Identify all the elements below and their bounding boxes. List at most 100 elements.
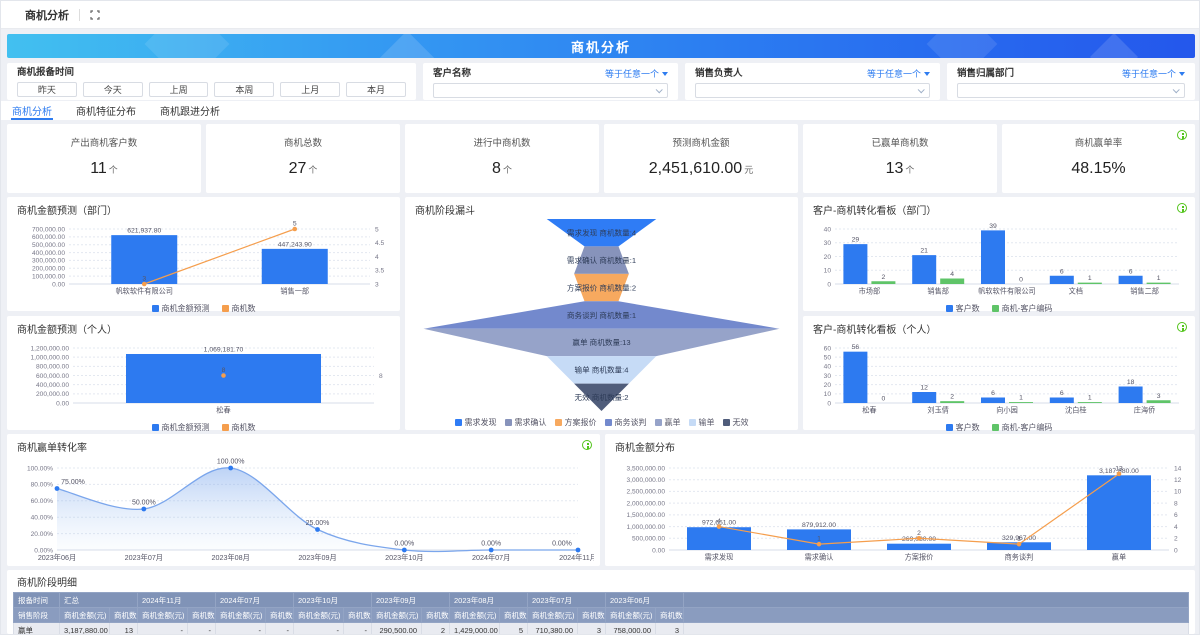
- amount-forecast-dept-chart[interactable]: 0.00100,000.00200,000.00300,000.00400,00…: [13, 219, 394, 297]
- legend-item[interactable]: 商机数: [221, 422, 256, 433]
- svg-text:40: 40: [824, 364, 832, 371]
- kpi-unit: 元: [744, 165, 754, 175]
- svg-text:1: 1: [1088, 395, 1092, 402]
- legend-item[interactable]: 方案报价: [554, 417, 597, 428]
- legend-item[interactable]: 客户数: [945, 422, 980, 433]
- sales-department-select[interactable]: [957, 83, 1185, 98]
- svg-text:方案报价: 方案报价: [905, 553, 934, 562]
- tab-followup-analysis[interactable]: 商机跟进分析: [160, 107, 220, 118]
- time-button-today[interactable]: 今天: [82, 82, 143, 97]
- svg-text:2: 2: [917, 530, 921, 537]
- svg-text:2,000,000.00: 2,000,000.00: [626, 500, 665, 507]
- svg-text:0.00%: 0.00%: [552, 541, 572, 548]
- kpi-card-total-opportunities: 商机总数 27 个: [206, 124, 400, 193]
- svg-text:14: 14: [1174, 465, 1182, 472]
- legend-swatch: [151, 305, 159, 312]
- expand-icon[interactable]: [90, 9, 100, 20]
- svg-text:300,000.00: 300,000.00: [32, 258, 65, 265]
- customer-name-select[interactable]: [433, 83, 668, 98]
- info-icon[interactable]: [1177, 203, 1187, 213]
- chevron-down-icon: [917, 86, 925, 94]
- svg-text:13: 13: [1115, 465, 1123, 472]
- svg-text:2023年08月: 2023年08月: [211, 553, 249, 562]
- svg-text:3: 3: [142, 276, 146, 283]
- svg-text:2023年09月: 2023年09月: [298, 553, 336, 562]
- amount-forecast-person-chart[interactable]: 0.00 200,000.00 400,000.00 600,000.00 800,00…: [13, 338, 394, 416]
- svg-text:0.00: 0.00: [56, 400, 69, 407]
- kpi-title: 已赢单商机数: [871, 138, 929, 149]
- legend-item[interactable]: 赢单: [654, 417, 681, 428]
- info-icon[interactable]: [1177, 322, 1187, 332]
- legend-swatch: [221, 424, 229, 431]
- svg-text:3,187,880.00: 3,187,880.00: [1099, 468, 1139, 475]
- time-button-lastweek[interactable]: 上周: [148, 82, 209, 97]
- svg-text:2023年10月: 2023年10月: [385, 553, 423, 562]
- tab-feature-distribution[interactable]: 商机特征分布: [76, 107, 136, 118]
- legend-item[interactable]: 商机金额预测: [151, 422, 210, 433]
- page-tab-label: 商机分析: [25, 9, 69, 22]
- legend-item[interactable]: 无效: [722, 417, 749, 428]
- svg-text:5: 5: [375, 226, 379, 233]
- sales-owner-select[interactable]: [695, 83, 930, 98]
- kpi-value: 48.15%: [1071, 160, 1126, 177]
- svg-text:600,000.00: 600,000.00: [36, 373, 69, 380]
- legend-item[interactable]: 客户数: [945, 303, 980, 314]
- time-button-thismonth[interactable]: 本月: [346, 82, 406, 97]
- filter-op-text: 等于任意一个: [1121, 69, 1176, 79]
- filter-op-link[interactable]: 等于任意一个: [605, 67, 668, 80]
- info-icon[interactable]: [1177, 130, 1187, 140]
- filter-op-link[interactable]: 等于任意一个: [1122, 67, 1185, 80]
- filter-label: 客户名称: [433, 67, 472, 79]
- chart-title: 客户-商机转化看板（部门）: [813, 206, 937, 217]
- stage-funnel-chart[interactable]: 需求发现 商机数量:4 需求确认 商机数量:1 方案报价 商机数量:2 商务谈判 商机…: [411, 219, 792, 411]
- legend-item[interactable]: 商务谈判: [604, 417, 647, 428]
- svg-text:4: 4: [717, 518, 721, 525]
- time-button-yesterday[interactable]: 昨天: [17, 82, 77, 97]
- legend-swatch: [991, 424, 999, 431]
- time-button-thisweek[interactable]: 本周: [214, 82, 275, 97]
- chart-card-stage-funnel: 商机阶段漏斗 需求发现 商机数量:4 需求确认 商机数量:1 方案报价 商机数量:2…: [405, 197, 798, 430]
- legend-item[interactable]: 商机金额预测: [151, 303, 210, 314]
- svg-text:2024年07月: 2024年07月: [472, 553, 510, 562]
- chart-title: 客户-商机转化看板（个人）: [813, 325, 937, 336]
- svg-text:1: 1: [817, 536, 821, 543]
- top-bar: 商机分析: [1, 1, 1199, 29]
- svg-text:20: 20: [824, 254, 832, 261]
- svg-text:3,500,000.00: 3,500,000.00: [626, 465, 665, 472]
- chart-title: 商机阶段漏斗: [415, 206, 475, 217]
- svg-text:39: 39: [989, 223, 997, 230]
- chevron-down-icon: [655, 86, 663, 94]
- svg-text:赢单: 赢单: [1112, 553, 1126, 562]
- amount-distribution-chart[interactable]: 0.00 500,000.00 1,000,000.00 1,500,000.00 2,…: [611, 456, 1189, 566]
- chart-card-win-rate-trend: 商机赢单转化率 0.00% 20.00% 40.00% 60.00% 80.00% 100…: [7, 434, 600, 566]
- legend-item[interactable]: 需求发现: [454, 417, 497, 428]
- legend-item[interactable]: 商机数: [221, 303, 256, 314]
- svg-text:1,069,181.70: 1,069,181.70: [204, 346, 244, 353]
- svg-text:销售二部: 销售二部: [1130, 287, 1159, 296]
- chart-card-amount-forecast-dept: 商机金额预测（部门） 0.00 100,000.00 200,000.00 300,0…: [7, 197, 400, 314]
- svg-text:1,000,000.00: 1,000,000.00: [30, 354, 69, 361]
- svg-text:30: 30: [824, 240, 832, 247]
- legend-item[interactable]: 需求确认: [504, 417, 547, 428]
- legend-item[interactable]: 商机-客户编码: [991, 303, 1052, 314]
- svg-text:1: 1: [1157, 275, 1161, 282]
- svg-text:1,200,000.00: 1,200,000.00: [30, 345, 69, 352]
- svg-text:0.00%: 0.00%: [394, 541, 414, 548]
- svg-text:10: 10: [824, 268, 832, 275]
- info-icon[interactable]: [582, 440, 592, 450]
- time-button-lastmonth[interactable]: 上月: [280, 82, 341, 97]
- kpi-title: 商机总数: [283, 138, 322, 149]
- svg-text:2023年07月: 2023年07月: [125, 553, 163, 562]
- win-rate-trend-chart[interactable]: 0.00% 20.00% 40.00% 60.00% 80.00% 100.00% 75.0…: [13, 456, 597, 566]
- tab-opportunity-analysis[interactable]: 商机分析: [11, 101, 53, 120]
- legend-item[interactable]: 商机-客户编码: [991, 422, 1052, 433]
- filter-op-link[interactable]: 等于任意一个: [867, 67, 930, 80]
- conversion-person-chart[interactable]: 0 10 20 30 40 50 60 松春 刘玉倩 向小园 沈白桂 庄海侨 56 12 6 6 18 0 2 1 1 3: [809, 338, 1189, 416]
- chart-legend: 客户数 商机-客户编码: [809, 303, 1189, 314]
- legend-item[interactable]: 输单: [688, 417, 715, 428]
- kpi-unit: 个: [108, 165, 118, 175]
- svg-text:6: 6: [1060, 390, 1064, 397]
- svg-text:6: 6: [991, 390, 995, 397]
- kpi-value: 13 个: [885, 160, 915, 177]
